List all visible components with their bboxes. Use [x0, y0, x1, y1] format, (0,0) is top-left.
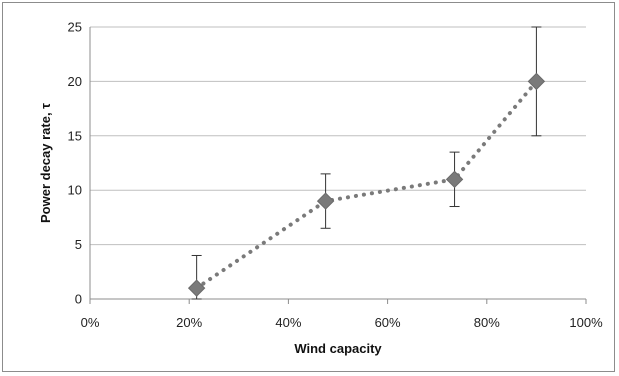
- data-point: [527, 72, 546, 91]
- y-tick-labels: 0 5 10 15 20 25: [68, 20, 82, 307]
- y-tick-label: 25: [68, 20, 82, 35]
- data-point: [445, 170, 464, 189]
- data-points: [187, 72, 546, 297]
- trend-line: [194, 79, 539, 291]
- y-axis-title: Power decay rate, τ: [38, 103, 53, 223]
- x-tick-label: 40%: [275, 315, 301, 330]
- x-axis-title: Wind capacity: [294, 341, 382, 356]
- y-tick-label: 20: [68, 74, 82, 89]
- x-tick-labels: 0% 20% 40% 60% 80% 100%: [81, 315, 603, 330]
- x-tick-label: 20%: [176, 315, 202, 330]
- chart-frame: [2, 2, 615, 372]
- y-tick-label: 0: [75, 292, 82, 307]
- grid-lines: [90, 26, 586, 246]
- x-tick-label: 60%: [375, 315, 401, 330]
- x-tick-label: 80%: [474, 315, 500, 330]
- data-point: [316, 192, 335, 210]
- y-tick-label: 15: [68, 128, 82, 143]
- y-tick-label: 5: [75, 237, 82, 252]
- trendline: [194, 79, 539, 291]
- data-point: [187, 279, 206, 297]
- axes: [89, 27, 587, 304]
- x-tick-label: 100%: [569, 315, 603, 330]
- y-tick-label: 10: [68, 183, 82, 198]
- x-tick-label: 0%: [81, 315, 100, 330]
